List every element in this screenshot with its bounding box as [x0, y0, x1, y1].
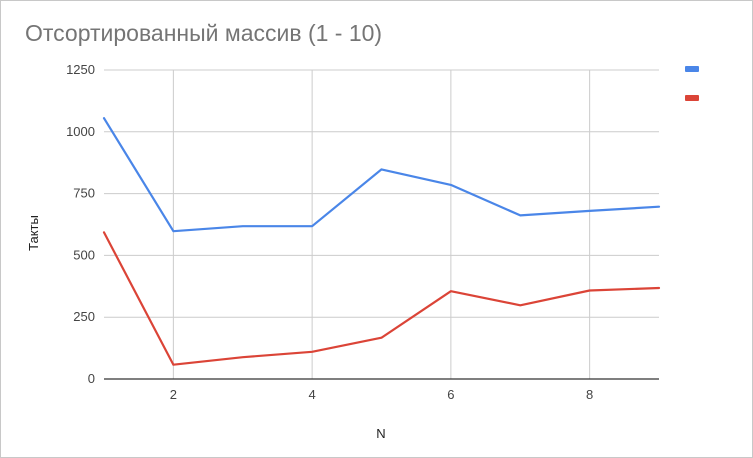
y-tick-label: 750 — [73, 186, 95, 201]
y-tick-label: 250 — [73, 309, 95, 324]
series-line-2 — [102, 231, 661, 366]
x-tick-label: 8 — [586, 387, 593, 402]
x-axis-label: N — [376, 426, 385, 441]
y-tick-label: 500 — [73, 247, 95, 262]
legend-swatch-1 — [685, 66, 699, 72]
y-tick-label: 1250 — [66, 62, 95, 77]
legend-swatch-2 — [685, 95, 699, 101]
x-tick-label: 4 — [309, 387, 316, 402]
x-tick-label: 6 — [447, 387, 454, 402]
chart-title: Отсортированный массив (1 - 10) — [25, 20, 383, 46]
y-axis-label: Такты — [26, 215, 41, 251]
series — [102, 117, 661, 366]
legend — [685, 66, 699, 101]
grid — [104, 69, 659, 379]
y-tick-label: 0 — [88, 371, 95, 386]
y-tick-label: 1000 — [66, 124, 95, 139]
x-tick-label: 2 — [170, 387, 177, 402]
axes: 0 250 500 750 1000 1250 2 4 6 8 — [66, 62, 659, 402]
series-line-1 — [102, 117, 661, 233]
